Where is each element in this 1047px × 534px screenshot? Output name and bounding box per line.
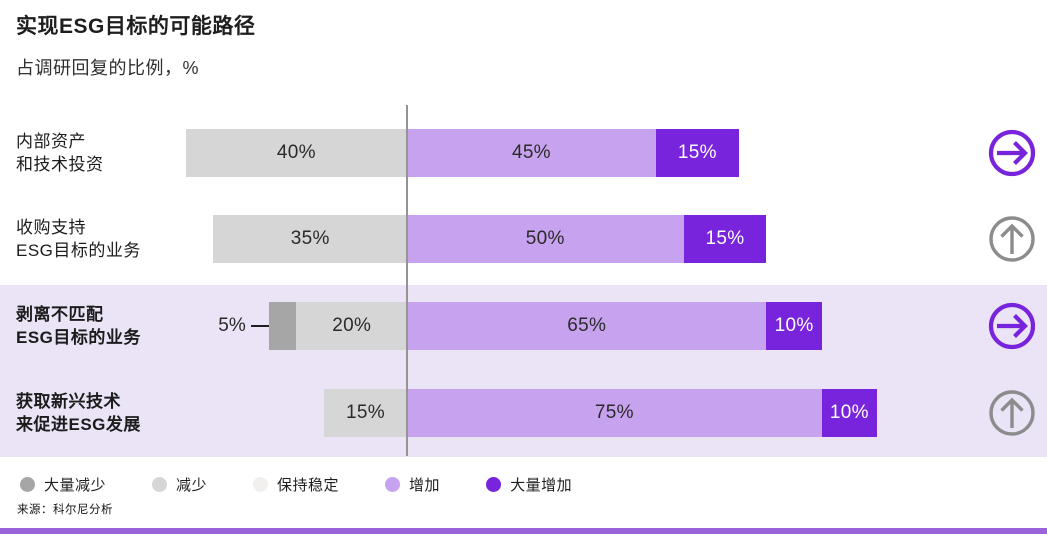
- segment-value-label: 40%: [276, 142, 316, 163]
- segment-value-label: 5%: [218, 315, 246, 336]
- row-label-line: 和技术投资: [16, 155, 104, 174]
- legend: 大量减少 减少 保持稳定 增加 大量增加: [20, 474, 572, 495]
- segment-value-label: 50%: [525, 228, 565, 249]
- bar-segment: 10%: [821, 389, 878, 437]
- row-label: 剥离不匹配 ESG目标的业务: [16, 302, 191, 350]
- arrow-right-circle-icon: [988, 129, 1036, 177]
- legend-label: 增加: [409, 477, 441, 494]
- segment-value-callout: 5%: [189, 302, 269, 350]
- row-label-line: 收购支持: [16, 218, 86, 237]
- segment-value-label: 15%: [705, 228, 745, 249]
- bar-segment: 10%: [766, 302, 822, 350]
- row-label-line: 获取新兴技术: [16, 392, 121, 411]
- legend-swatch: [486, 477, 502, 492]
- bar-segment: 15%: [655, 129, 739, 177]
- legend-item: 保持稳定: [253, 474, 339, 495]
- callout-line: [250, 325, 269, 327]
- legend-swatch: [253, 477, 269, 492]
- legend-item: 减少: [152, 474, 207, 495]
- segment-value-label: 20%: [332, 315, 372, 336]
- segment-value-label: 35%: [290, 228, 330, 249]
- segment-value-label: 15%: [346, 402, 385, 423]
- bar-segment: 35%: [213, 215, 407, 263]
- source-note: 来源：科尔尼分析: [17, 504, 113, 516]
- legend-label: 大量减少: [44, 477, 107, 494]
- segment-value-label: 15%: [677, 142, 717, 163]
- row-label-line: ESG目标的业务: [16, 328, 141, 347]
- segment-value-label: 45%: [511, 142, 551, 163]
- segment-value-label: 10%: [774, 315, 814, 336]
- legend-swatch: [152, 477, 168, 492]
- page-title: 实现ESG目标的可能路径: [16, 15, 256, 38]
- bar-segment: 40%: [185, 129, 407, 177]
- segment-value-label: 65%: [567, 315, 607, 336]
- row-label-line: ESG目标的业务: [16, 241, 141, 260]
- arrow-up-circle-icon: [988, 389, 1036, 437]
- bar-segment: 15%: [683, 215, 767, 263]
- legend-swatch: [20, 477, 35, 492]
- row-label: 收购支持 ESG目标的业务: [16, 215, 191, 263]
- legend-label: 保持稳定: [277, 477, 340, 494]
- row-label: 获取新兴技术来促进ESG发展: [16, 389, 191, 437]
- segment-value-label: 75%: [594, 402, 634, 423]
- bar-segment: 15%: [324, 389, 407, 437]
- arrow-up-circle-icon: [988, 215, 1036, 263]
- page-subtitle: 占调研回复的比例，%: [16, 58, 200, 78]
- row-label: 内部资产 和技术投资: [16, 129, 191, 177]
- legend-label: 大量增加: [510, 477, 573, 494]
- row-label-line: 来促进ESG发展: [16, 415, 141, 434]
- row-label-line: 剥离不匹配: [16, 305, 104, 324]
- legend-item: 大量增加: [486, 474, 572, 495]
- bar-segment: 65%: [407, 302, 767, 350]
- bar-segment: 50%: [407, 215, 684, 263]
- arrow-right-circle-icon: [988, 302, 1036, 350]
- legend-item: 增加: [385, 474, 440, 495]
- segment-value-label: 10%: [829, 402, 869, 423]
- legend-swatch: [385, 477, 401, 492]
- axis-baseline: [406, 105, 408, 456]
- bar-segment: [268, 302, 297, 350]
- row-label-line: 内部资产: [16, 132, 86, 151]
- bar-segment: 20%: [296, 302, 407, 350]
- brand-accent-bar: [0, 528, 1047, 534]
- bar-segment: 75%: [407, 389, 822, 437]
- bar-segment: 45%: [407, 129, 656, 177]
- legend-item: 大量减少: [20, 474, 106, 495]
- legend-label: 减少: [176, 477, 208, 494]
